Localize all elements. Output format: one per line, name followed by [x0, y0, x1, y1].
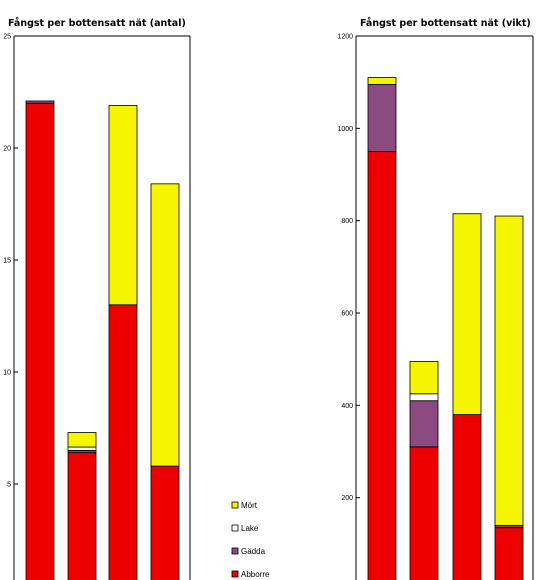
y-tick-label: 800 [341, 218, 353, 225]
y-tick-label: 200 [341, 495, 353, 502]
bar-segment-mrt-left-2 [67, 432, 97, 448]
legend-label-gdda: Gädda [241, 547, 266, 556]
bar-segment-mrt-right-3 [452, 213, 482, 415]
legend-swatch-abborre [231, 570, 239, 578]
legend: Mört Lake Gädda Abborre [231, 501, 270, 579]
y-tick-label: 5 [7, 482, 11, 489]
legend-swatch-gdda [231, 547, 239, 555]
bar-segment-abborre-right-2 [409, 446, 439, 580]
bar-segment-mrt-left-4 [150, 183, 180, 467]
y-tick-label: 600 [341, 311, 353, 318]
y-ticks-right: 200 400 600 800 1000 1200 [337, 34, 360, 502]
chart-title-left: Fångst per bottensatt nät (antal) [8, 18, 186, 29]
bar-segment-abborre-left-4 [150, 465, 180, 580]
y-tick-label: 400 [341, 403, 353, 410]
bar-segment-abborre-left-2 [67, 452, 97, 580]
bar-segment-mrt-right-1 [367, 77, 397, 85]
bar-segment-abborre-right-3 [452, 414, 482, 580]
chart-title-right: Fångst per bottensatt nät (vikt) [360, 18, 531, 29]
y-tick-label: 1000 [337, 126, 353, 133]
bar-segment-lake-left-2 [67, 446, 97, 451]
y-tick-label: 20 [3, 146, 11, 153]
chart-right: Fångst per bottensatt nät (vikt) 200 400 6… [337, 18, 534, 580]
bar-segment-lake-right-2 [409, 393, 439, 402]
y-tick-label: 25 [3, 34, 11, 41]
y-tick-label: 10 [3, 370, 11, 377]
legend-label-mrt: Mört [241, 501, 258, 510]
bar-segment-abborre-right-1 [367, 151, 397, 580]
bar-segment-abborre-left-1 [25, 102, 55, 580]
y-tick-label: 15 [3, 258, 11, 265]
bar-segment-gdda-left-1 [25, 100, 55, 104]
bars-left [25, 100, 180, 580]
y-tick-label: 1200 [337, 34, 353, 41]
bar-segment-mrt-left-3 [108, 105, 138, 306]
bar-segment-mrt-right-2 [409, 361, 439, 395]
legend-label-lake: Lake [241, 524, 259, 533]
bar-segment-abborre-left-3 [108, 304, 138, 580]
bars-right [367, 77, 524, 580]
chart-left: Fångst per bottensatt nät (antal) 5 10 15 2… [3, 18, 191, 580]
bar-segment-gdda-right-2 [409, 400, 439, 448]
bar-segment-abborre-right-4 [494, 527, 524, 580]
bar-segment-gdda-right-1 [367, 84, 397, 152]
y-ticks-left: 5 10 15 20 25 [3, 34, 18, 489]
bar-segment-mrt-right-4 [494, 215, 524, 526]
legend-label-abborre: Abborre [241, 570, 270, 579]
legend-swatch-lake [231, 524, 239, 532]
legend-swatch-mrt [231, 501, 239, 509]
